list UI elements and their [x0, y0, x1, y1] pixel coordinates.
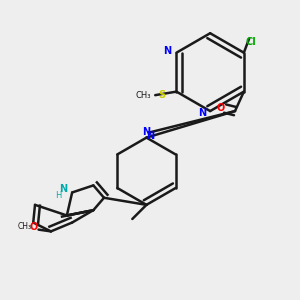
Text: N: N — [146, 131, 154, 141]
Text: N: N — [142, 127, 151, 137]
Text: Cl: Cl — [246, 37, 256, 47]
Text: H: H — [56, 191, 62, 200]
Text: N: N — [164, 46, 172, 56]
Text: N: N — [198, 108, 206, 118]
Text: CH₃: CH₃ — [17, 222, 32, 231]
Text: O: O — [29, 222, 38, 232]
Text: O: O — [217, 103, 225, 112]
Text: N: N — [59, 184, 68, 194]
Text: S: S — [159, 90, 166, 100]
Text: CH₃: CH₃ — [135, 91, 151, 100]
